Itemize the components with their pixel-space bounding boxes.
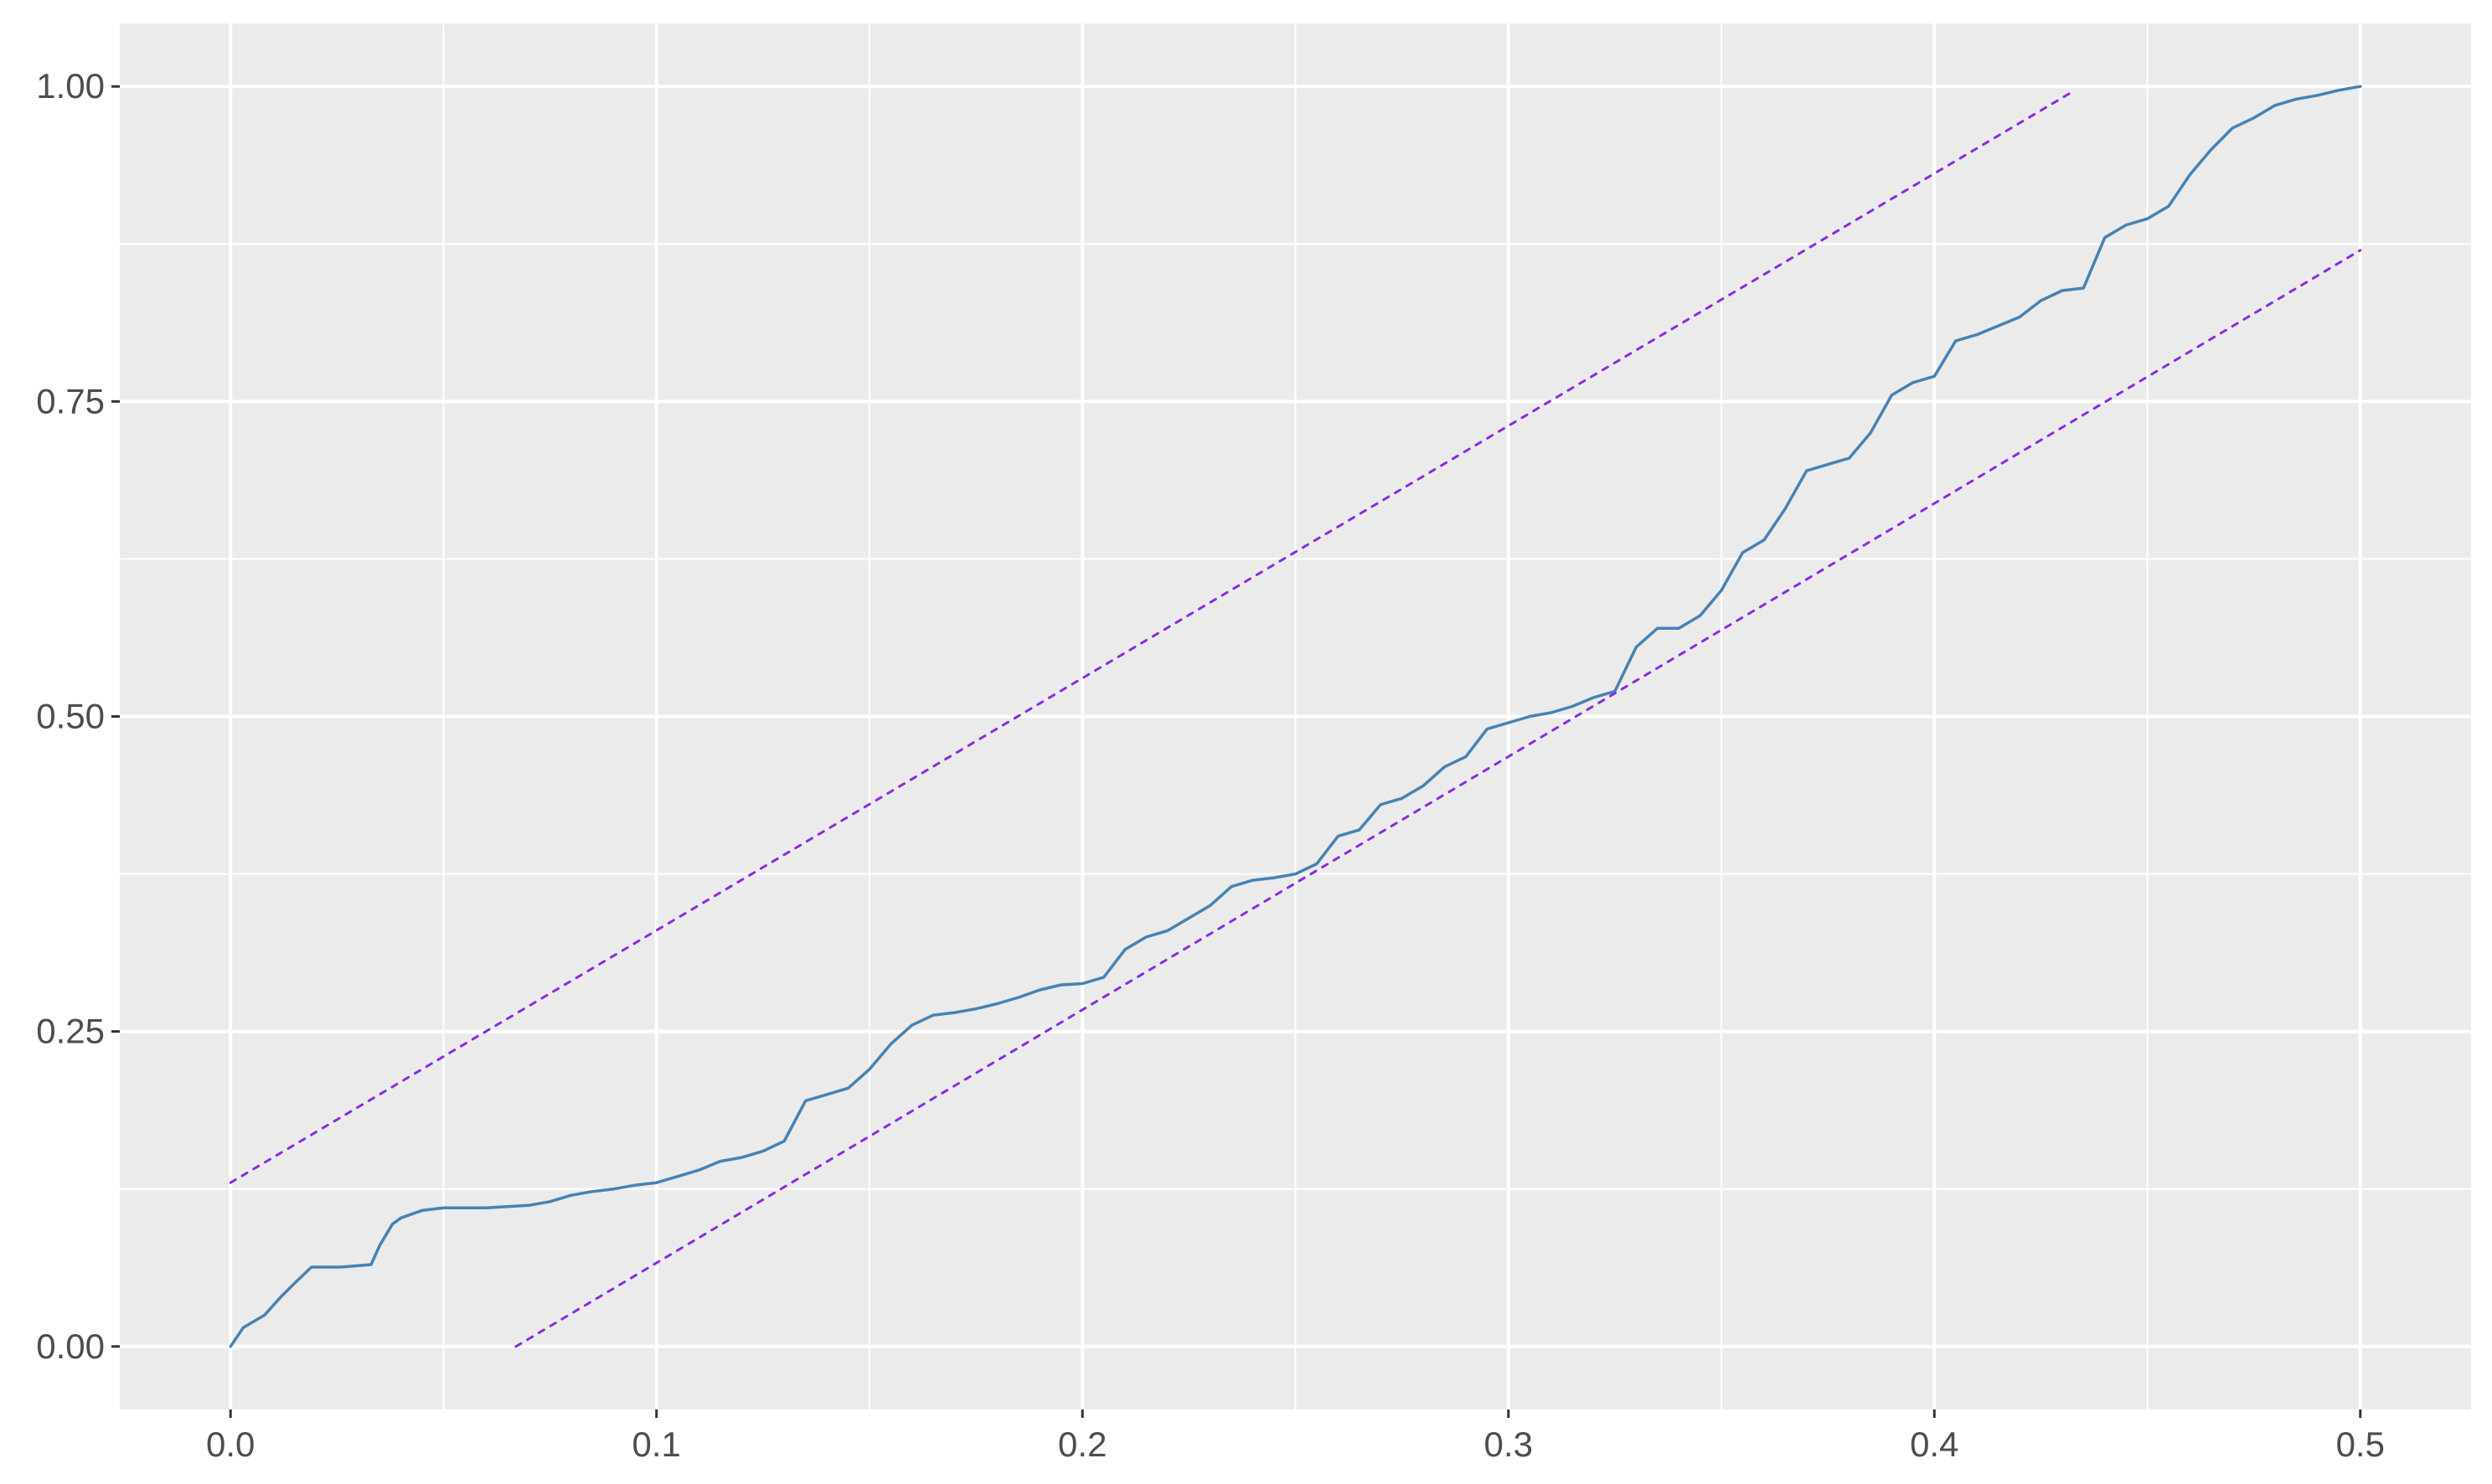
major-gridlines [120, 23, 2471, 1409]
x-axis: 0.0 0.1 0.2 0.3 0.4 0.5 [206, 1409, 2385, 1464]
x-tick-label: 0.1 [632, 1425, 681, 1464]
x-tick-label: 0.4 [1910, 1425, 1958, 1464]
upper-confidence-band-line [229, 91, 2072, 1184]
y-tick-label: 0.50 [36, 697, 105, 736]
x-tick-label: 0.5 [2336, 1425, 2385, 1464]
lower-confidence-band-line [514, 249, 2362, 1348]
x-tick-label: 0.2 [1058, 1425, 1107, 1464]
series-layer [229, 85, 2362, 1348]
y-axis: 0.00 0.25 0.50 0.75 1.00 [36, 66, 120, 1366]
y-tick-label: 1.00 [36, 66, 105, 106]
y-tick-label: 0.25 [36, 1012, 105, 1051]
y-tick-label: 0.00 [36, 1327, 105, 1366]
x-tick-label: 0.0 [206, 1425, 255, 1464]
x-tick-label: 0.3 [1484, 1425, 1533, 1464]
y-tick-label: 0.75 [36, 381, 105, 420]
ecdf-line [229, 85, 2362, 1348]
